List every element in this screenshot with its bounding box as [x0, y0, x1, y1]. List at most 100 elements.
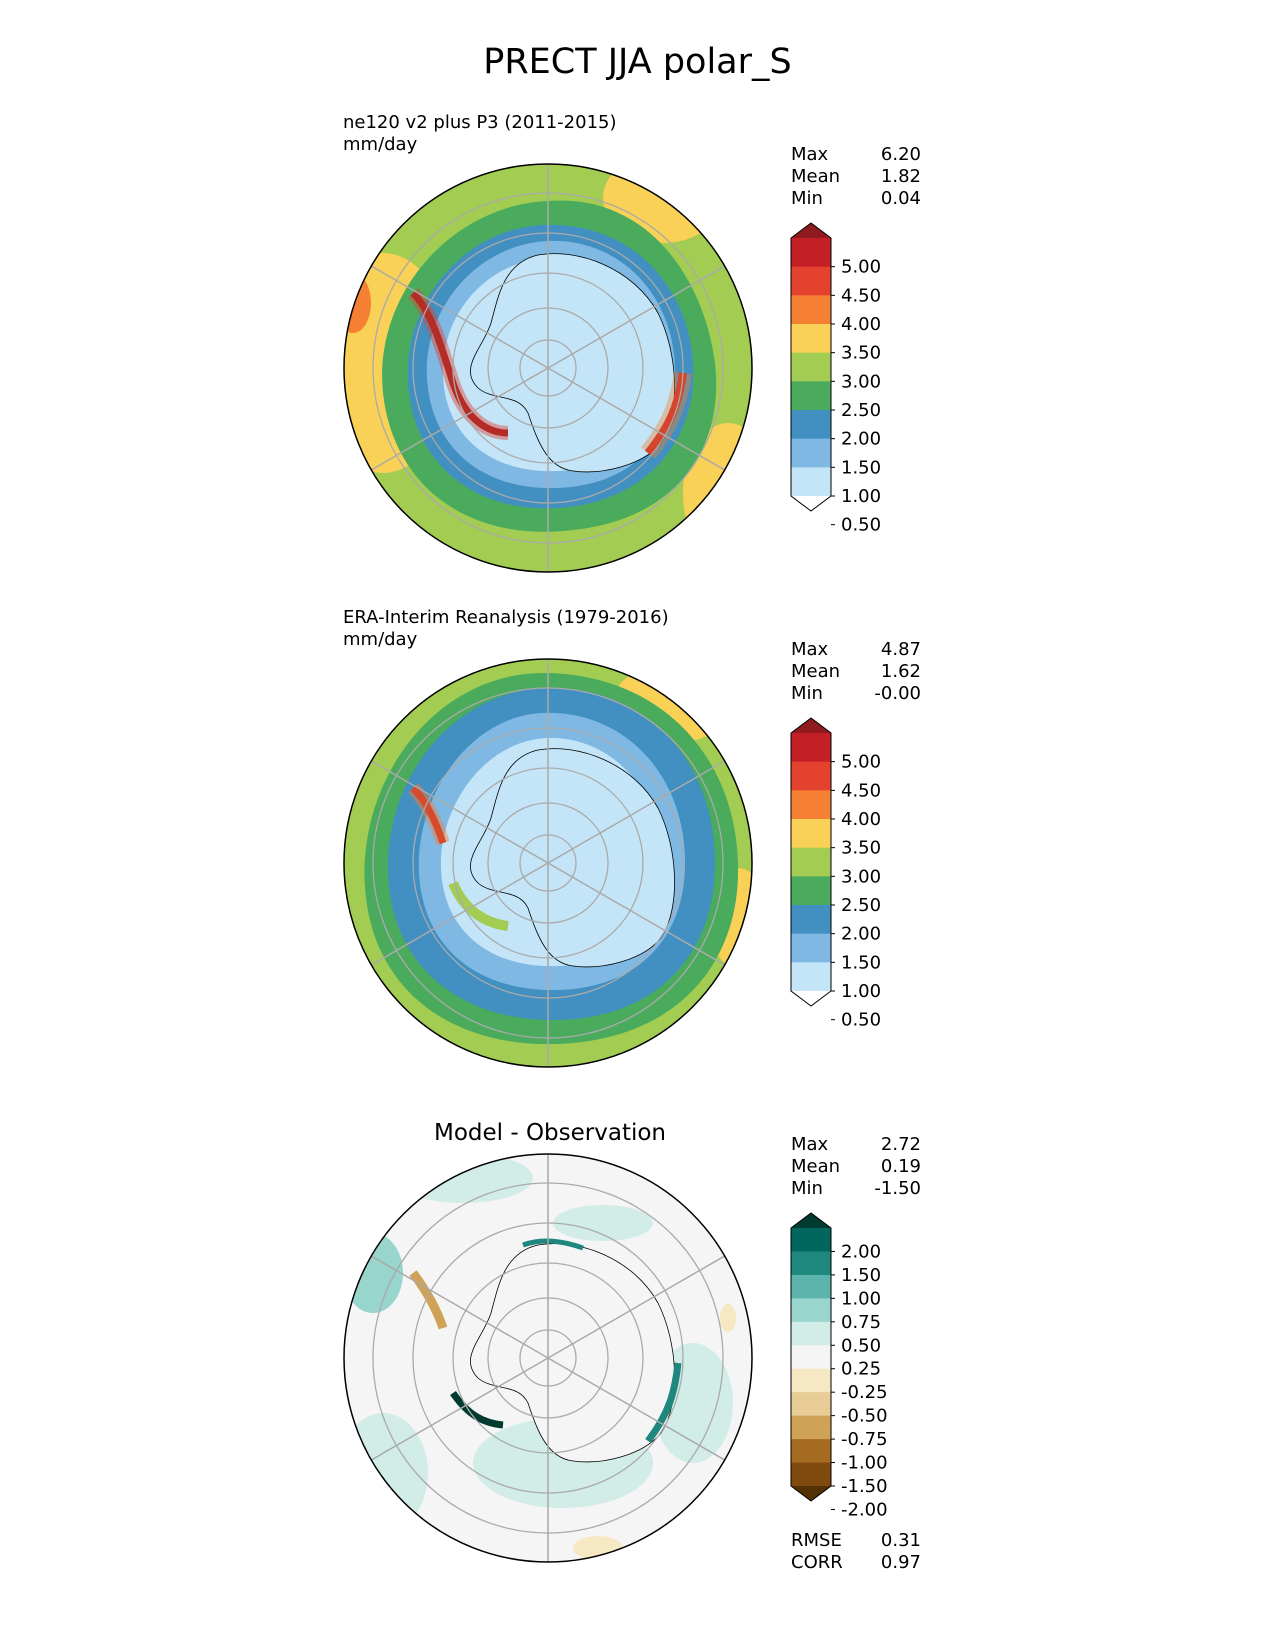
panel-1-coastal-east-halo [640, 371, 692, 459]
panel-1-field [344, 164, 752, 572]
colorbar-segment [791, 352, 831, 382]
colorbar-tick-label: 4.50 [841, 780, 881, 801]
colorbar-tick-label: 4.00 [841, 314, 881, 335]
colorbar-segment [791, 1368, 831, 1393]
panel-1-coastal-max [410, 290, 509, 437]
panel-1-title: ne120 v2 plus P3 (2011-2015) [343, 112, 617, 133]
colorbar-tick-label: 1.50 [841, 1265, 881, 1286]
panel-2-stats: Max 4.87 Mean 1.62 Min -0.00 [791, 639, 921, 705]
panel-1-map-border [343, 163, 753, 573]
colorbar-tick-label: 2.50 [841, 400, 881, 421]
colorbar-segment [791, 410, 831, 440]
colorbar-tick-label: -1.50 [841, 1476, 888, 1497]
panel-1-mean-value: 1.82 [880, 166, 921, 187]
colorbar-segment [791, 847, 831, 877]
colorbar-segment [791, 1392, 831, 1417]
panel-3-negative-peninsula [409, 1270, 448, 1330]
colorbar-segment [791, 1345, 831, 1370]
panel-2-colorbar: 5.00 4.50 4.00 3.50 3.00 2.50 2.00 1.50 1.00 0.50 [790, 717, 881, 1031]
panel-3-graticule [370, 1154, 726, 1562]
panel-3-metrics: RMSE 0.31 CORR 0.97 [791, 1530, 921, 1574]
panel-2-coastal-max [410, 785, 447, 845]
colorbar-segment [791, 1251, 831, 1276]
panel-3-corr-value: 0.97 [880, 1552, 921, 1573]
colorbar-segment [791, 1439, 831, 1464]
panel-2-coastal-halo [407, 783, 450, 846]
panel-3-max-value: 2.72 [880, 1134, 921, 1155]
colorbar-segment [791, 733, 831, 763]
colorbar-tick-label: 4.00 [841, 809, 881, 830]
colorbar-segment [791, 1274, 831, 1299]
colorbar-tick-label: 2.00 [841, 429, 881, 450]
panel-1-mean-label: Mean [791, 166, 841, 187]
colorbar-tick-label: 2.00 [841, 924, 881, 945]
panel-3-polar-map [343, 1153, 753, 1563]
colorbar-extend-min [791, 1486, 831, 1501]
colorbar-extend-min [791, 991, 831, 1006]
panel-3-rmse-label: RMSE [791, 1530, 842, 1551]
panel-3-rmse-value: 0.31 [880, 1530, 921, 1551]
colorbar-segment [791, 905, 831, 935]
colorbar-segment [791, 266, 831, 296]
panel-2-min-value: -0.00 [874, 683, 921, 704]
colorbar-segment [791, 962, 831, 992]
meridian-line [370, 264, 726, 472]
colorbar-tick-label: 5.00 [841, 257, 881, 278]
colorbar-tick-label: 0.50 [841, 1335, 881, 1356]
panel-3-stats: Max 2.72 Mean 0.19 Min -1.50 [791, 1134, 921, 1200]
panel-3-patch-north [393, 1154, 533, 1203]
meridian-line [370, 759, 726, 967]
panel-3-positive-north [522, 1238, 584, 1251]
panel-2-map-border [343, 658, 753, 1068]
panel-2-polar-map [343, 658, 753, 1068]
colorbar-tick-label: 0.50 [841, 515, 881, 536]
panel-1-min-label: Min [791, 188, 823, 209]
colorbar-segment [791, 761, 831, 791]
colorbar-extend-max [791, 223, 831, 238]
panel-1-stats: Max 6.20 Mean 1.82 Min 0.04 [791, 144, 921, 210]
colorbar-segment [791, 790, 831, 820]
colorbar-segment [791, 819, 831, 849]
colorbar-segment [791, 1298, 831, 1323]
panel-1-polar-map [343, 163, 753, 573]
colorbar-tick-label: 0.50 [841, 1010, 881, 1031]
panel-2-mean-label: Mean [791, 661, 841, 682]
panel-2-title: ERA-Interim Reanalysis (1979-2016) [343, 607, 669, 628]
colorbar-segment [791, 324, 831, 354]
panel-3-max-label: Max [791, 1134, 829, 1155]
colorbar-tick-label: 3.00 [841, 866, 881, 887]
panel-1-graticule [370, 164, 726, 572]
panel-1-patch-west-orange [344, 273, 371, 333]
panel-2-header: ERA-Interim Reanalysis (1979-2016) mm/da… [343, 607, 669, 651]
colorbar-segment [791, 467, 831, 497]
colorbar-extend-min [791, 496, 831, 511]
panel-3-title: Model - Observation [433, 1120, 667, 1146]
panel-2-graticule [370, 659, 726, 1067]
colorbar-tick-label: 1.00 [841, 1288, 881, 1309]
panel-1-colorbar: 5.00 4.50 4.00 3.50 3.00 2.50 2.00 1.50 1.00 0.50 [790, 222, 881, 536]
colorbar-segment [791, 876, 831, 906]
colorbar-tick-label: 3.50 [841, 838, 881, 859]
panel-2-max-value: 4.87 [880, 639, 921, 660]
colorbar-tick-label: 2.50 [841, 895, 881, 916]
colorbar-extend-max [791, 718, 831, 733]
colorbar-segment [791, 238, 831, 268]
panel-3-corr-label: CORR [791, 1552, 843, 1573]
colorbar-tick-label: -2.00 [841, 1499, 888, 1520]
colorbar-segment [791, 1415, 831, 1440]
panel-1-header: ne120 v2 plus P3 (2011-2015) mm/day [343, 112, 617, 156]
colorbar-tick-label: 4.50 [841, 285, 881, 306]
colorbar-tick-label: 1.00 [841, 981, 881, 1002]
panel-3-min-label: Min [791, 1178, 823, 1199]
panel-1-min-value: 0.04 [880, 188, 921, 209]
colorbar-tick-label: 2.00 [841, 1241, 881, 1262]
colorbar-tick-label: 1.50 [841, 952, 881, 973]
colorbar-segment [791, 1228, 831, 1252]
panel-3-map-border [343, 1153, 753, 1563]
figure-title: PRECT JJA polar_S [483, 42, 792, 82]
panel-2-coastal-south [448, 880, 509, 931]
colorbar-tick-label: 3.50 [841, 343, 881, 364]
meridian-line [370, 1254, 726, 1462]
colorbar-segment [791, 1321, 831, 1346]
panel-2-max-label: Max [791, 639, 829, 660]
